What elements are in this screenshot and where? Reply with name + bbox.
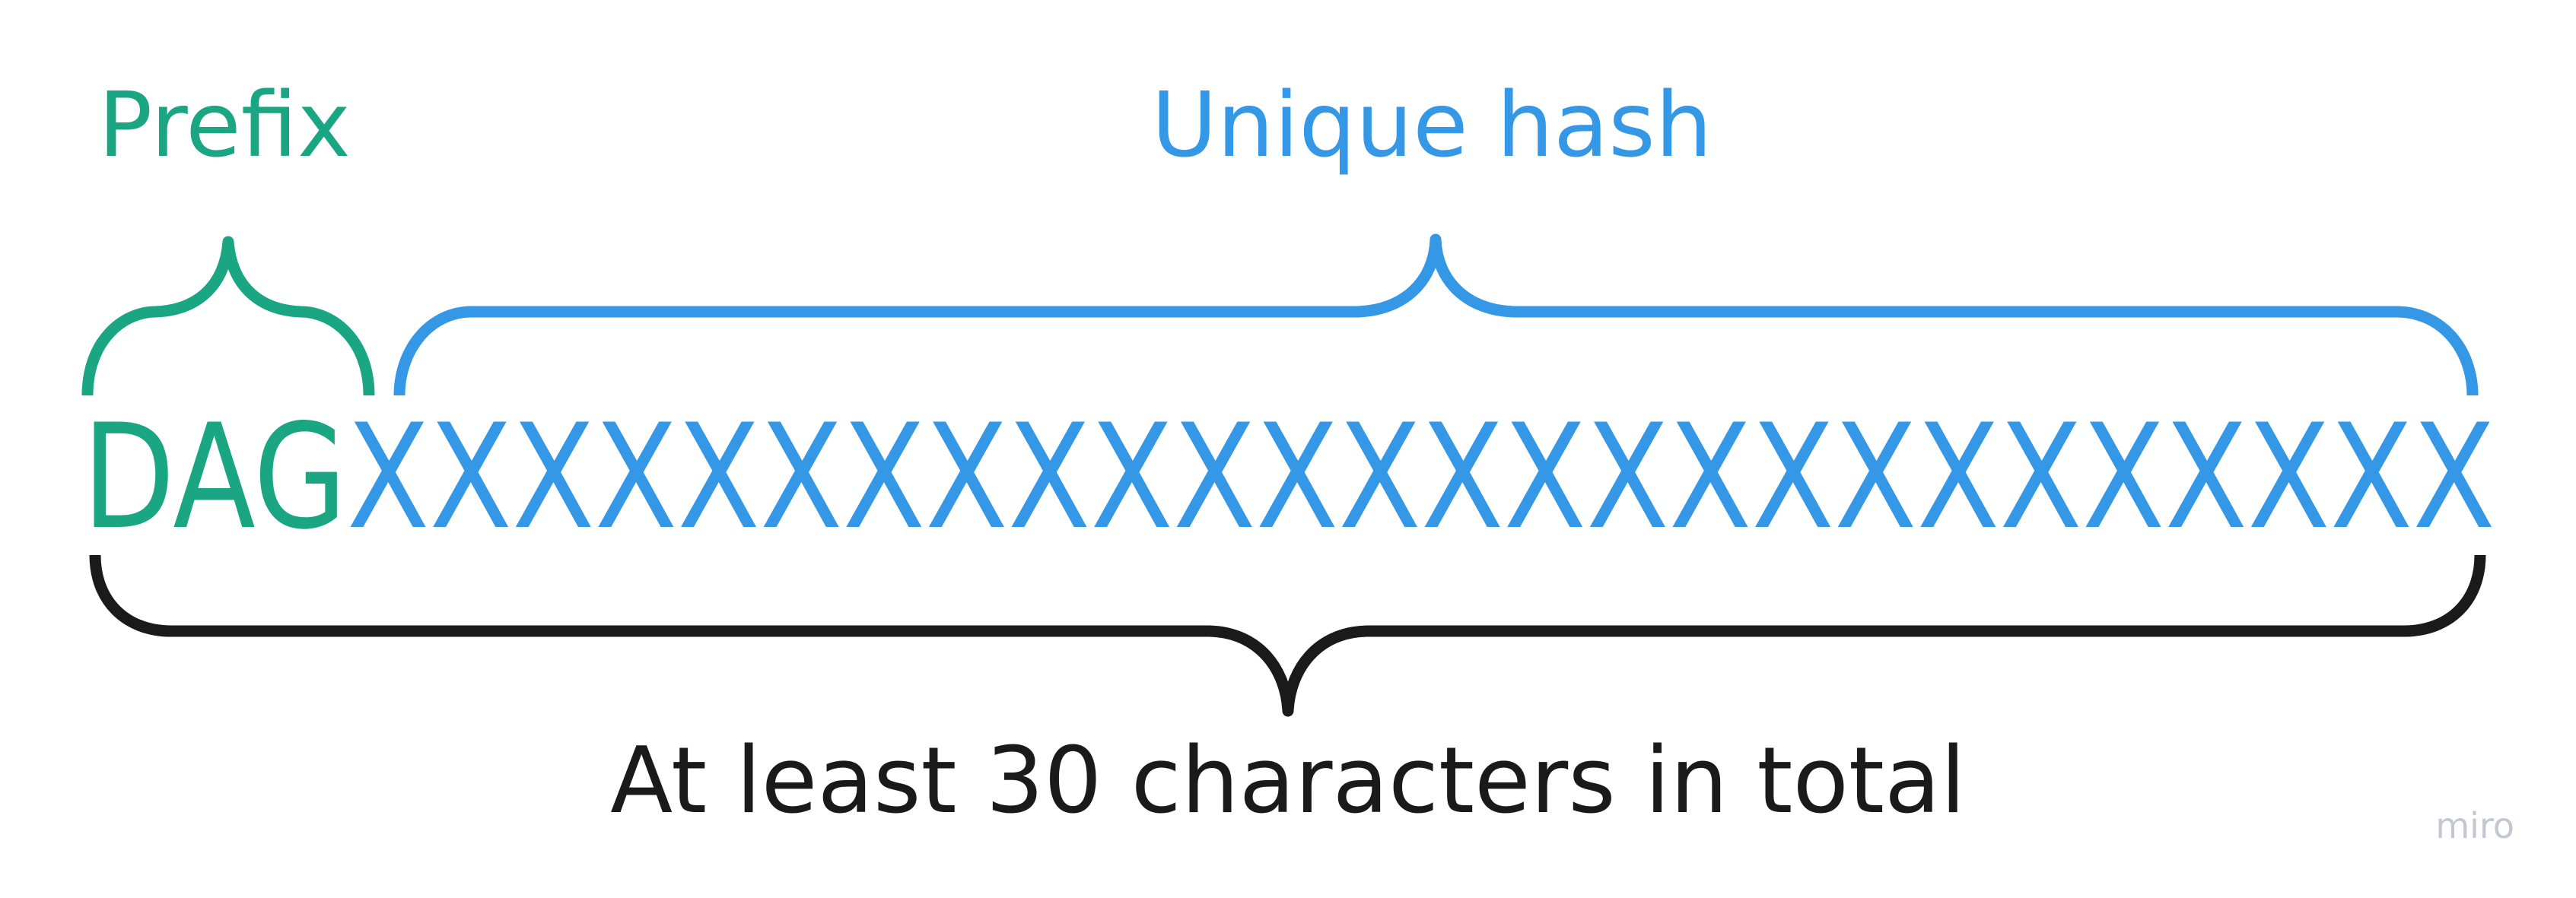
miro-watermark: miro (2435, 805, 2514, 846)
total-length-label: At least 30 characters in total (610, 728, 1966, 834)
unique-hash-brace (393, 233, 2479, 396)
hash-text: XXXXXXXXXXXXXXXXXXXXXXXXXX (347, 393, 2495, 561)
prefix-brace (81, 236, 375, 396)
prefix-label: Prefix (98, 72, 351, 177)
total-length-brace (89, 554, 2486, 717)
identifier-example: DAGXXXXXXXXXXXXXXXXXXXXXXXXXX (82, 393, 2495, 561)
prefix-text: DAG (82, 393, 347, 561)
unique-hash-label: Unique hash (1151, 72, 1712, 177)
